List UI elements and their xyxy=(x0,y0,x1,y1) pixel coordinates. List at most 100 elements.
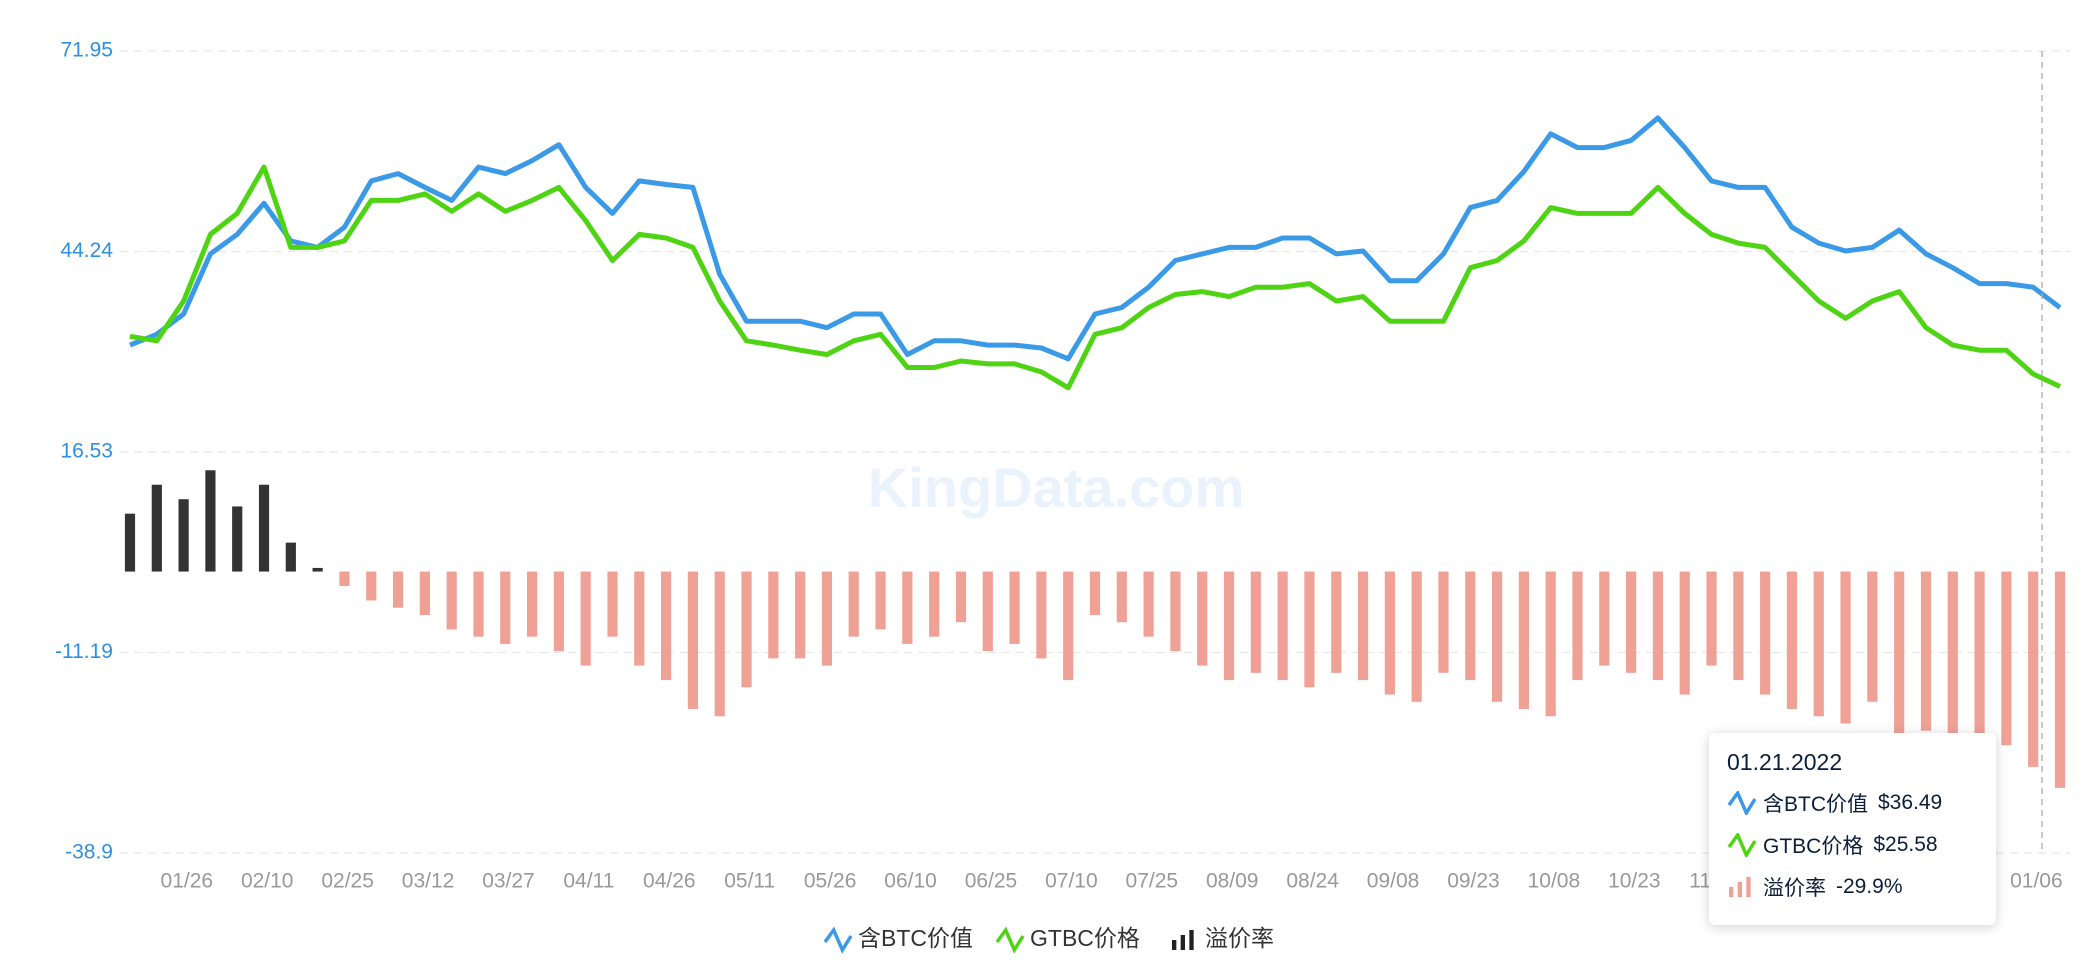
x-tick-label: 07/10 xyxy=(1045,870,1098,893)
tooltip-name: 含BTC价值 xyxy=(1763,793,1868,816)
legend-icon xyxy=(1746,877,1751,897)
bar xyxy=(526,571,538,637)
bar xyxy=(848,571,859,637)
x-tick-label: 10/08 xyxy=(1528,870,1581,893)
bar xyxy=(124,513,136,572)
x-tick-label: 09/23 xyxy=(1447,870,1500,893)
tooltip-row: 溢价率 -29.9% xyxy=(1727,872,1978,902)
bar xyxy=(500,571,511,644)
bar xyxy=(1840,571,1851,724)
legend-label: 含BTC价值 xyxy=(858,925,973,951)
legend-icon xyxy=(995,926,1025,954)
bar xyxy=(1036,571,1047,659)
x-tick-label: 08/09 xyxy=(1206,870,1259,893)
legend-icon xyxy=(1737,882,1742,897)
tooltip-value: -29.9% xyxy=(1836,875,1903,898)
bar xyxy=(1733,571,1744,681)
x-tick-label: 05/26 xyxy=(804,870,857,893)
bar xyxy=(1786,571,1798,710)
bar xyxy=(1894,571,1905,738)
x-tick-label: 01/06 xyxy=(2010,870,2063,893)
tooltip: 01.21.2022 含BTC价值 $36.49 GTBC价格 $25.58 溢价率 -2… xyxy=(1709,733,1996,925)
bar xyxy=(955,571,967,623)
line xyxy=(129,164,2062,391)
bar xyxy=(1947,571,1958,746)
x-tick-label: 07/25 xyxy=(1126,870,1179,893)
bar xyxy=(1438,571,1449,673)
x-tick-label: 08/24 xyxy=(1286,870,1339,893)
bar xyxy=(795,571,806,659)
legend-icon xyxy=(1172,940,1177,950)
bar xyxy=(1357,571,1369,681)
legend-icon xyxy=(823,926,853,954)
tooltip-date: 01.21.2022 xyxy=(1727,749,1843,775)
bar xyxy=(1706,571,1717,666)
bar xyxy=(1465,571,1476,681)
x-tick-label: 04/11 xyxy=(563,870,614,893)
bar xyxy=(634,571,645,666)
bar xyxy=(1384,571,1395,695)
x-tick-label: 06/25 xyxy=(965,870,1018,893)
bar xyxy=(446,571,457,630)
x-tick-label: 05/11 xyxy=(724,870,775,893)
bar xyxy=(1116,571,1127,623)
x-tick-label: 03/27 xyxy=(482,870,535,893)
bar xyxy=(661,571,672,681)
x-tick-label: 06/10 xyxy=(884,870,937,893)
bar xyxy=(419,571,430,615)
legend-icon xyxy=(1727,791,1757,815)
bar xyxy=(285,542,296,572)
bar xyxy=(1760,571,1771,695)
x-tick-label: 04/26 xyxy=(643,870,696,893)
bar xyxy=(1813,571,1824,717)
bar xyxy=(607,571,618,637)
bar xyxy=(473,571,484,637)
bar xyxy=(312,567,323,572)
y-tick-label: -11.19 xyxy=(55,640,113,663)
x-tick-label: 02/10 xyxy=(241,870,294,893)
tooltip-name: GTBC价格 xyxy=(1763,835,1864,858)
bar xyxy=(1974,571,1985,753)
bar xyxy=(687,571,699,710)
bar xyxy=(1089,571,1101,615)
bar xyxy=(1197,571,1208,666)
tooltip-icon xyxy=(1727,791,1757,815)
legend-icon xyxy=(1729,887,1734,897)
bar xyxy=(1063,571,1074,681)
legend-icon xyxy=(1727,833,1757,857)
tooltip-value: $25.58 xyxy=(1873,833,1938,856)
bar xyxy=(1652,571,1664,681)
bar xyxy=(580,571,591,666)
x-tick-label: 01/26 xyxy=(161,870,214,893)
tooltip-icon xyxy=(1727,833,1757,857)
bar xyxy=(392,571,404,608)
bar xyxy=(553,571,564,652)
bar xyxy=(1679,571,1690,695)
bar xyxy=(1170,571,1181,652)
bar xyxy=(1572,571,1583,681)
bar xyxy=(741,571,752,688)
y-tick-label: 16.53 xyxy=(60,440,113,463)
tooltip-icon xyxy=(1729,877,1751,897)
bar xyxy=(1277,571,1288,681)
legend-icon xyxy=(1180,935,1185,950)
tooltip-name: 溢价率 xyxy=(1763,877,1826,900)
bar xyxy=(1626,571,1637,673)
legend-label: 溢价率 xyxy=(1205,925,1274,951)
bar xyxy=(714,571,725,717)
y-tick-label: 71.95 xyxy=(60,39,113,62)
bar xyxy=(1223,571,1235,681)
bar xyxy=(1143,571,1154,637)
bar xyxy=(258,484,270,572)
legend-label: GTBC价格 xyxy=(1030,925,1140,951)
bar xyxy=(1920,571,1932,731)
bar xyxy=(1545,571,1556,717)
bar xyxy=(2028,571,2039,767)
x-tick-label: 10/23 xyxy=(1608,870,1661,893)
x-tick-label: 09/08 xyxy=(1367,870,1420,893)
bar xyxy=(178,499,189,572)
bar xyxy=(902,571,913,644)
bar xyxy=(205,470,216,572)
bar xyxy=(1867,571,1878,702)
